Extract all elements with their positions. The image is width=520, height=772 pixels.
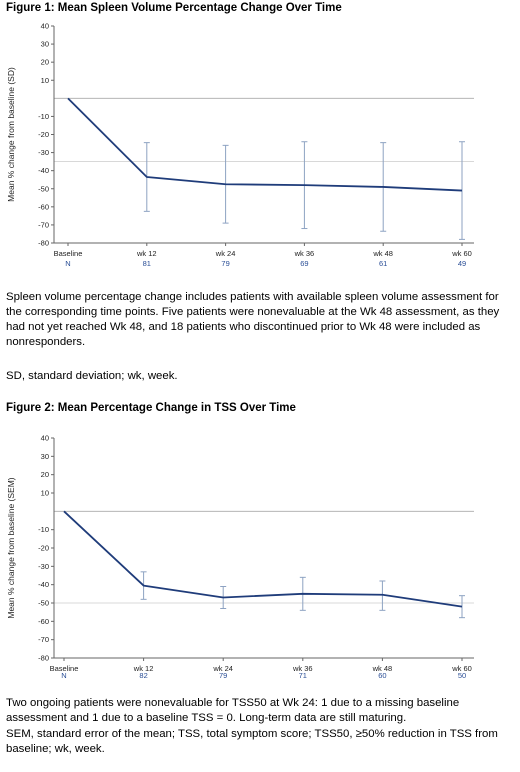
n-value: 79 bbox=[221, 259, 229, 268]
y-tick-label: -10 bbox=[38, 112, 49, 121]
figure-1-caption: Spleen volume percentage change includes… bbox=[6, 291, 500, 348]
n-value: 82 bbox=[139, 671, 147, 680]
series-line bbox=[63, 510, 463, 608]
y-tick-label: -40 bbox=[38, 166, 49, 175]
figure-1-title: Figure 1: Mean Spleen Volume Percentage … bbox=[6, 2, 342, 14]
series-line bbox=[67, 97, 463, 192]
x-tick-label: wk 12 bbox=[136, 249, 157, 258]
y-tick-label: 20 bbox=[41, 58, 49, 67]
y-tick-label: -30 bbox=[38, 148, 49, 157]
y-tick-label: 20 bbox=[41, 470, 49, 479]
y-tick-label: 30 bbox=[41, 452, 49, 461]
x-tick-label: wk 12 bbox=[133, 664, 154, 673]
x-tick-label: wk 36 bbox=[294, 249, 315, 258]
y-tick-label: -40 bbox=[38, 580, 49, 589]
y-tick-label: 10 bbox=[41, 76, 49, 85]
y-tick-label: 30 bbox=[41, 40, 49, 49]
y-tick-label: -10 bbox=[38, 525, 49, 534]
y-tick-label: -20 bbox=[38, 130, 49, 139]
n-value: 60 bbox=[378, 671, 386, 680]
y-tick-label: -60 bbox=[38, 202, 49, 211]
n-label: N bbox=[65, 259, 70, 268]
y-tick-label: -50 bbox=[38, 184, 49, 193]
figure-2-chart: 40 30 20 10 -10 -20 -30 -40 -50 -60 -70 -80 Mean % c… bbox=[6, 434, 474, 680]
x-tick-label: wk 36 bbox=[292, 664, 313, 673]
n-value: 50 bbox=[458, 671, 466, 680]
y-tick-label: -70 bbox=[38, 220, 49, 229]
y-tick-label: -80 bbox=[38, 654, 49, 663]
x-tick-label: wk 60 bbox=[451, 249, 472, 258]
y-tick-label: -80 bbox=[38, 239, 49, 248]
n-value: 61 bbox=[379, 259, 387, 268]
n-value: 81 bbox=[143, 259, 151, 268]
n-value: 71 bbox=[299, 671, 307, 680]
n-value: 49 bbox=[458, 259, 466, 268]
figure-1-abbreviations: SD, standard deviation; wk, week. bbox=[6, 370, 178, 382]
n-label: N bbox=[61, 671, 66, 680]
n-value: 79 bbox=[219, 671, 227, 680]
x-tick-label: wk 48 bbox=[372, 249, 393, 258]
n-value: 69 bbox=[300, 259, 308, 268]
y-tick-label: 10 bbox=[41, 489, 49, 498]
y-tick-label: -60 bbox=[38, 617, 49, 626]
y-tick-label: -30 bbox=[38, 562, 49, 571]
figure-1-chart: 40 30 20 10 -10 -20 -30 -40 -50 -60 -70 -80 Mean % c… bbox=[6, 22, 474, 268]
x-tick-label: wk 48 bbox=[372, 664, 393, 673]
x-tick-label: Baseline bbox=[50, 664, 79, 673]
y-tick-label: 40 bbox=[41, 434, 49, 443]
y-axis-label: Mean % change from baseline (SEM) bbox=[6, 477, 16, 618]
figure-2-caption: Two ongoing patients were nonevaluable f… bbox=[6, 697, 460, 724]
figure-2-title: Figure 2: Mean Percentage Change in TSS … bbox=[6, 402, 296, 414]
x-tick-label: wk 24 bbox=[215, 249, 236, 258]
figure-2-abbreviations: SEM, standard error of the mean; TSS, to… bbox=[6, 728, 498, 755]
y-tick-label: 40 bbox=[41, 22, 49, 31]
y-tick-label: -70 bbox=[38, 635, 49, 644]
y-tick-label: -20 bbox=[38, 544, 49, 553]
y-axis-label: Mean % change from baseline (SD) bbox=[6, 67, 16, 202]
x-tick-label: wk 60 bbox=[451, 664, 472, 673]
x-tick-label: wk 24 bbox=[212, 664, 233, 673]
y-tick-label: -50 bbox=[38, 599, 49, 608]
x-tick-label: Baseline bbox=[54, 249, 83, 258]
